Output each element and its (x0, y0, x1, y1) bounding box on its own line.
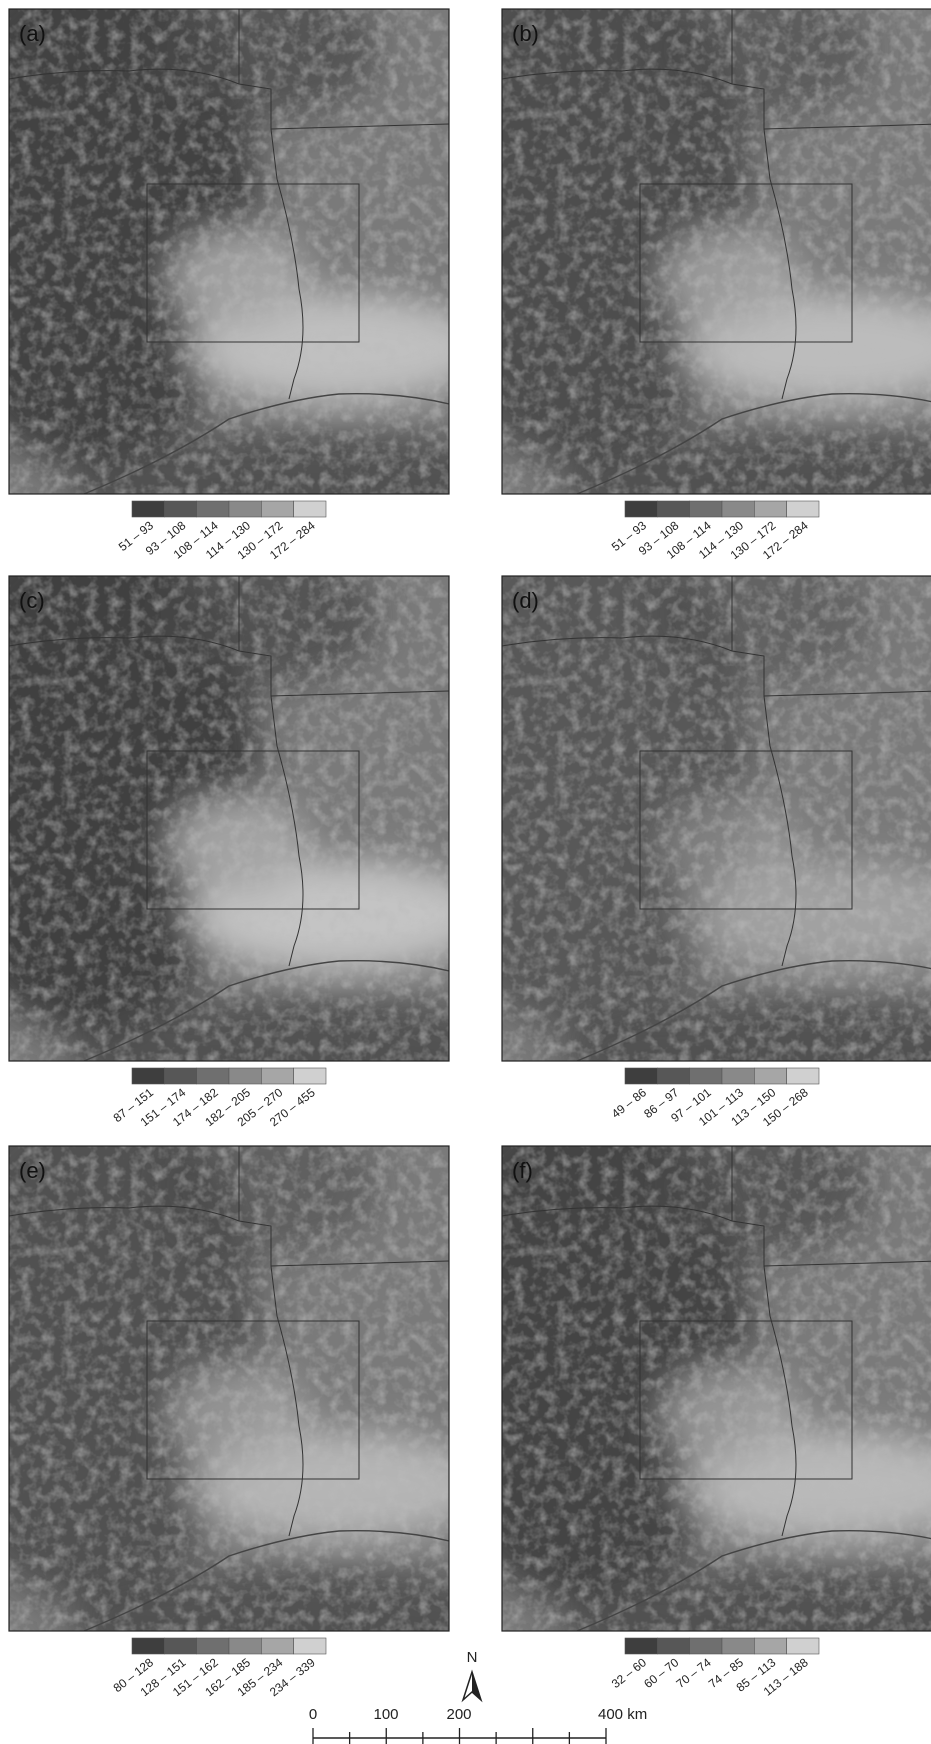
legend-swatch (132, 501, 164, 517)
legend-swatch (229, 1068, 261, 1084)
scale-label: 0 (309, 1706, 317, 1723)
legend-swatch (132, 1638, 164, 1654)
legend-swatch (787, 1638, 819, 1654)
map (0, 1086, 549, 1686)
legend-swatch (197, 501, 229, 517)
legend-swatch (625, 1068, 657, 1084)
panel-label: (e) (19, 1158, 46, 1183)
legend-swatch (754, 1068, 786, 1084)
map (412, 516, 931, 1116)
legend-swatch (722, 501, 754, 517)
legend-swatch (229, 1638, 261, 1654)
legend-swatch (657, 1638, 689, 1654)
texture (502, 1146, 931, 1631)
north-arrow: N (463, 1649, 481, 1700)
map (0, 516, 549, 1116)
legend-swatch (722, 1068, 754, 1084)
legend-swatch (690, 1068, 722, 1084)
panel-label: (c) (19, 588, 45, 613)
legend-label: 32 – 60 (609, 1655, 649, 1691)
legend-swatch (164, 501, 196, 517)
legend-swatch (261, 501, 293, 517)
legend-swatch (657, 501, 689, 517)
legend-swatch (690, 1638, 722, 1654)
legend-swatch (229, 501, 261, 517)
legend-swatch (625, 501, 657, 517)
legend-swatch (294, 1638, 326, 1654)
legend-swatch (294, 1068, 326, 1084)
legend-swatch (657, 1068, 689, 1084)
legend-swatch (690, 501, 722, 517)
texture (9, 576, 449, 1061)
legend-label: 49 – 86 (609, 1085, 649, 1121)
legend-swatch (754, 501, 786, 517)
legend-swatch (722, 1638, 754, 1654)
legend-swatch (164, 1638, 196, 1654)
north-label: N (467, 1649, 478, 1666)
panel-label: (b) (512, 21, 539, 46)
panel-label: (d) (512, 588, 539, 613)
scale-bar: 0 100 200 400 km (309, 1706, 647, 1744)
map (412, 1086, 931, 1686)
texture (9, 1146, 449, 1631)
legend-swatch (787, 1068, 819, 1084)
texture (502, 9, 931, 494)
legend-swatch (294, 501, 326, 517)
map (0, 0, 549, 549)
legend-swatch (754, 1638, 786, 1654)
panel-label: (f) (512, 1158, 533, 1183)
map (412, 0, 931, 549)
scale-label: 200 (446, 1706, 471, 1723)
legend-swatch (197, 1638, 229, 1654)
legend-swatch (164, 1068, 196, 1084)
legend-swatch (261, 1068, 293, 1084)
texture (502, 576, 931, 1061)
legend-label: 70 – 74 (674, 1655, 714, 1691)
panel-label: (a) (19, 21, 46, 46)
scale-label: 100 (373, 1706, 398, 1723)
legend-swatch (261, 1638, 293, 1654)
texture (9, 9, 449, 494)
scale-label: 400 km (598, 1706, 647, 1723)
legend-label: 60 – 70 (641, 1655, 681, 1691)
legend-swatch (625, 1638, 657, 1654)
figure: (a)51 – 9393 – 108108 – 114114 – 130130 … (0, 0, 931, 1744)
legend-swatch (132, 1068, 164, 1084)
legend-swatch (197, 1068, 229, 1084)
legend-swatch (787, 501, 819, 517)
